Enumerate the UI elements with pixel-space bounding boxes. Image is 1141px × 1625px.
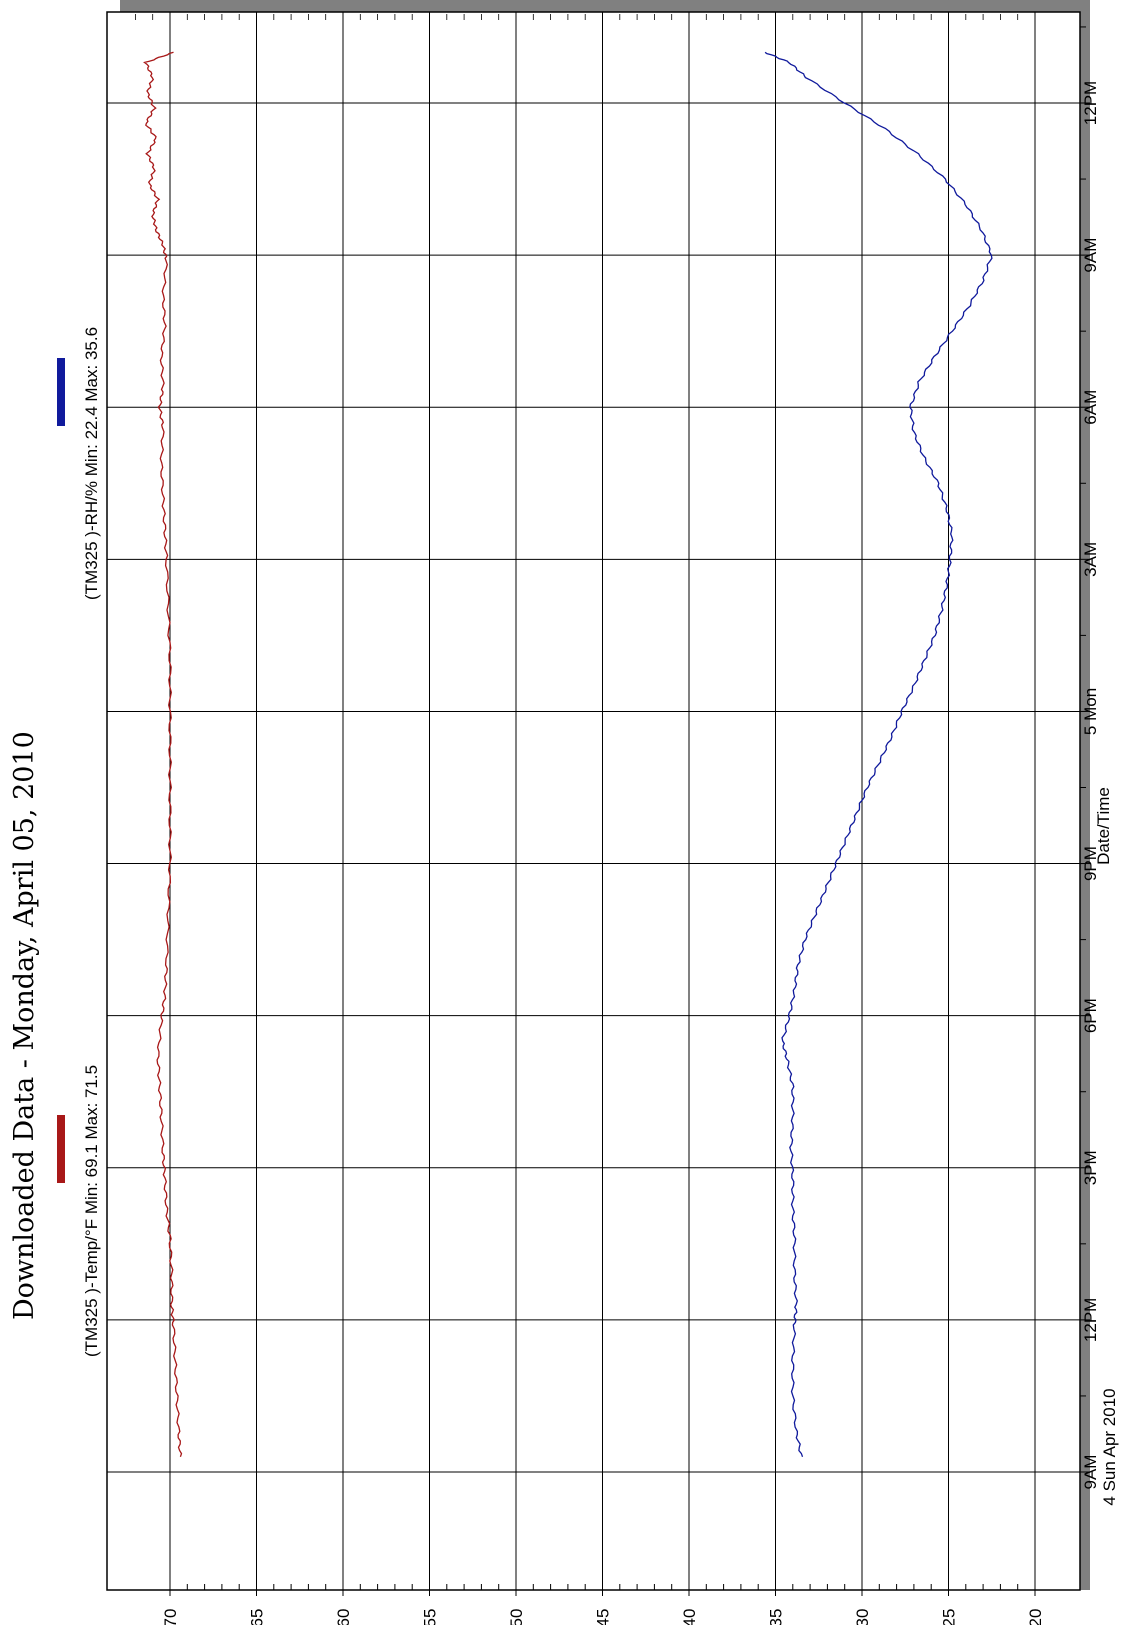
x-axis-label: Date/Time <box>1094 787 1113 865</box>
x-tick-label-9: 12PM <box>1081 81 1100 125</box>
legend-swatch-rh <box>57 358 65 426</box>
series-line-temp <box>143 51 183 1458</box>
y-tick-label-40: 40 <box>680 1609 699 1625</box>
x-tick-label-7: 6AM <box>1081 390 1100 425</box>
x-tick-label-5: 5 Mon <box>1081 688 1100 735</box>
x-tick-label-1: 12PM <box>1081 1298 1100 1342</box>
series-line-rh <box>764 51 993 1458</box>
x-tick-label-2: 3PM <box>1081 1150 1100 1185</box>
y-tick-labels: 70 65 60 55 50 45 40 35 30 25 20 <box>161 1609 1045 1625</box>
y-tick-label-50: 50 <box>507 1609 526 1625</box>
chart-title: Downloaded Data - Monday, April 05, 2010 <box>9 731 40 1320</box>
y-tick-label-55: 55 <box>421 1609 440 1625</box>
plot-area <box>106 11 1081 1591</box>
legend-swatch-temp <box>57 1115 65 1183</box>
y-tick-label-25: 25 <box>940 1609 959 1625</box>
x-tick-label-4: 9PM <box>1081 846 1100 881</box>
y-tick-label-35: 35 <box>767 1609 786 1625</box>
y-tick-label-60: 60 <box>334 1609 353 1625</box>
frame-shadow-top <box>120 0 1090 12</box>
x-tick-sublabel-0: 4 Sun Apr 2010 <box>1100 1388 1119 1505</box>
x-tick-label-3: 6PM <box>1081 998 1100 1033</box>
legend-label-rh: (TM325 )-RH/% Min: 22.4 Max: 35.6 <box>82 327 101 600</box>
y-tick-label-30: 30 <box>853 1609 872 1625</box>
minor-ticks <box>134 14 1090 1596</box>
frame-shadow <box>1080 0 1090 1590</box>
gridlines <box>107 12 1080 1590</box>
x-tick-label-6: 3AM <box>1081 542 1100 577</box>
y-tick-label-20: 20 <box>1026 1609 1045 1625</box>
y-tick-label-65: 65 <box>248 1609 267 1625</box>
legend-label-temp: (TM325 )-Temp/°F Min: 69.1 Max: 71.5 <box>82 1065 101 1357</box>
x-tick-label-0: 9AM <box>1081 1455 1100 1490</box>
series-layer <box>143 51 993 1458</box>
y-tick-label-45: 45 <box>594 1609 613 1625</box>
x-tick-label-8: 9AM <box>1081 238 1100 273</box>
y-tick-label-70: 70 <box>161 1609 180 1625</box>
